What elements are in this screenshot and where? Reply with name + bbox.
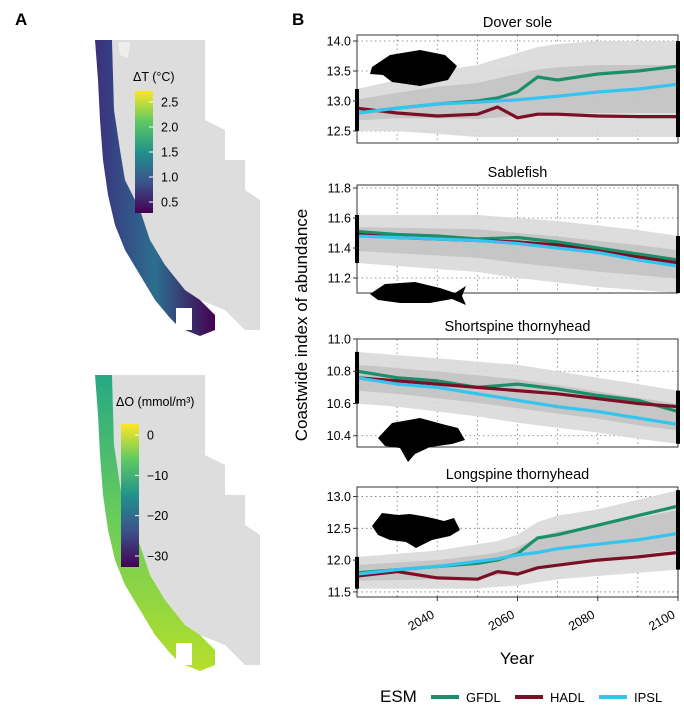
y-axis-title: Coastwide index of abundance [292, 209, 311, 442]
series-line-ipsl [356, 376, 679, 426]
y-tick-label: 10.8 [327, 365, 351, 379]
y-tick-label: 10.4 [327, 429, 351, 443]
coastal-band [95, 375, 215, 671]
chart-title: Dover sole [483, 15, 552, 31]
coastal-band [95, 40, 215, 336]
chart-panel: Longspine thornyhead 11.5 12.0 12.5 13.0 2040… [327, 467, 680, 634]
x-tick-label: 2060 [486, 607, 517, 633]
colorbar-tick-label: 1.0 [161, 171, 178, 185]
y-tick-label: 13.5 [327, 65, 351, 79]
fish-silhouettes [370, 50, 466, 548]
y-tick-label: 14.0 [327, 35, 351, 49]
y-tick-label: 11.5 [328, 585, 351, 599]
chart-title: Shortspine thornyhead [445, 319, 591, 335]
chart-panel: Shortspine thornyhead 10.4 10.6 10.8 11.0 [327, 319, 680, 448]
colorbar-tick-label: −10 [147, 469, 168, 483]
y-tick-label: 12.5 [327, 125, 351, 139]
x-axis-title: Year [500, 649, 535, 668]
y-tick-label: 12.0 [327, 554, 351, 568]
land-inset [118, 42, 130, 58]
y-tick-label: 12.5 [327, 522, 351, 536]
chart-title: Sablefish [488, 165, 548, 181]
colorbar-temperature: ΔT (°C) 2.5 2.0 1.5 1.0 0.5 [133, 70, 178, 213]
y-tick-label: 13.0 [327, 490, 351, 504]
y-tick-label: 11.2 [328, 272, 351, 286]
longspine-silhouette [372, 513, 460, 548]
dover-sole-silhouette [370, 50, 457, 86]
series-line-gfdl [356, 369, 679, 414]
legend-label-ipsl: IPSL [634, 690, 662, 705]
series-line-hadl [356, 105, 678, 120]
panel-label-a: A [15, 10, 27, 29]
uncertainty-band-inner [357, 510, 678, 581]
sablefish-silhouette [370, 282, 466, 305]
colorbar-title-temperature: ΔT (°C) [133, 70, 175, 84]
series-line-gfdl [356, 229, 679, 262]
map-gap [176, 308, 192, 330]
series-line-hadl [356, 550, 679, 581]
legend-label-gfdl: GFDL [466, 690, 501, 705]
map-oxygen: ΔO (mmol/m³) 0 −10 −20 −30 [95, 375, 260, 671]
series-line-hadl [356, 376, 679, 409]
y-tick-label: 11.0 [328, 333, 351, 347]
map-temperature: ΔT (°C) 2.5 2.0 1.5 1.0 0.5 [95, 40, 260, 336]
colorbar-tick-label: 1.5 [161, 146, 178, 160]
legend-label-hadl: HADL [550, 690, 585, 705]
colorbar-tick-label: 2.0 [161, 121, 178, 135]
map-gap [176, 643, 192, 665]
panel-label-b: B [292, 10, 304, 29]
x-tick-label: 2080 [566, 607, 597, 633]
y-tick-label: 13.0 [327, 95, 351, 109]
x-tick-label: 2100 [646, 607, 677, 633]
legend-title: ESM [380, 687, 417, 706]
x-tick-label: 2040 [406, 607, 437, 633]
series-line-ipsl [356, 234, 679, 268]
colorbar-tick-label: −20 [147, 509, 168, 523]
series-line-ipsl [356, 531, 679, 576]
y-tick-label: 11.4 [328, 242, 351, 256]
land-mass [112, 375, 260, 665]
y-tick-label: 11.8 [328, 182, 351, 196]
legend: ESM GFDL HADL IPSL [380, 687, 662, 706]
series-line-ipsl [356, 82, 679, 115]
colorbar-tick-label: 0.5 [161, 196, 178, 210]
colorbar-title-oxygen: ΔO (mmol/m³) [116, 395, 194, 409]
chart-title: Longspine thornyhead [446, 467, 590, 483]
y-tick-label: 10.6 [327, 397, 351, 411]
chart-panel: Sablefish 11.2 11.4 11.6 11.8 [328, 165, 680, 294]
shortspine-silhouette [378, 418, 465, 462]
colorbar-tick-label: −30 [147, 550, 168, 564]
colorbar-tick-label: 2.5 [161, 96, 178, 110]
colorbar-oxygen: ΔO (mmol/m³) 0 −10 −20 −30 [116, 395, 194, 567]
colorbar-tick-label: 0 [147, 429, 154, 443]
chart-panel: Dover sole 12.5 13.0 13.5 14.0 [327, 15, 680, 144]
y-tick-label: 11.6 [328, 212, 351, 226]
